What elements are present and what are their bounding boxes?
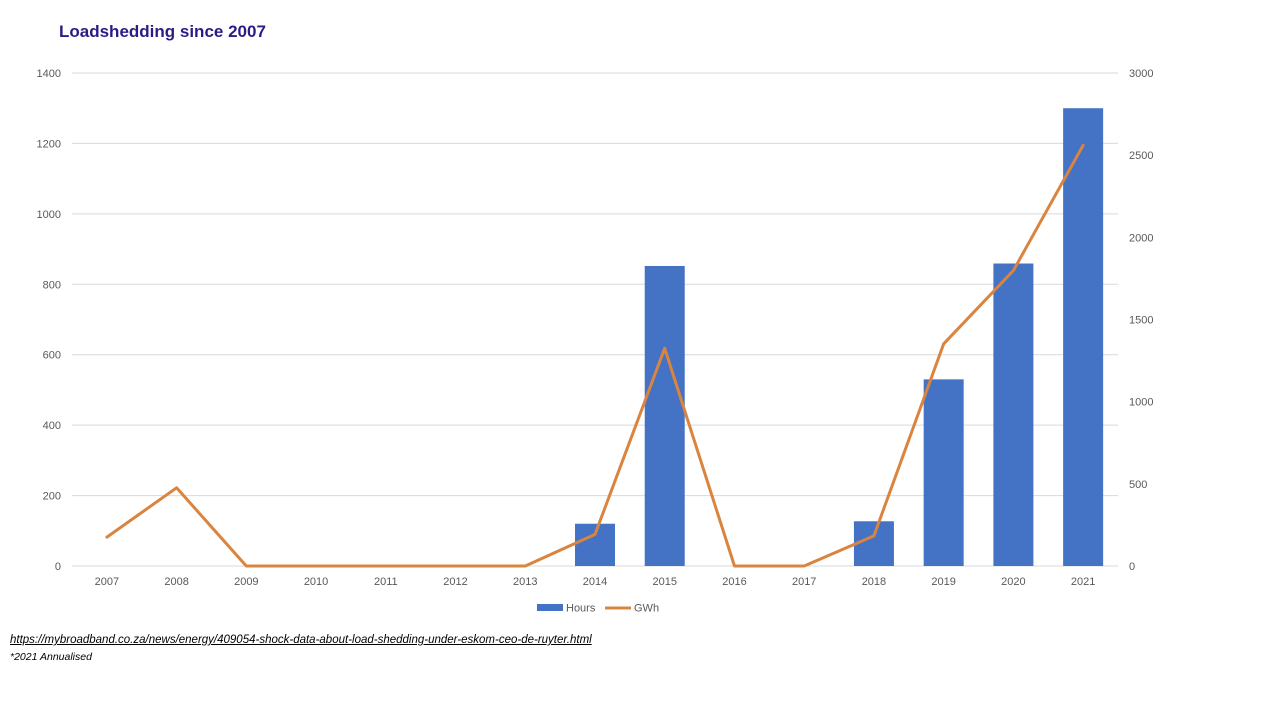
legend-label-hours: Hours (566, 603, 596, 615)
bar-series-hours (575, 108, 1104, 566)
x-tick-label: 2015 (652, 576, 676, 588)
y-left-tick-label: 1400 (37, 68, 61, 80)
axes: 0 200 400 600 800 1000 1200 1400 0 500 1000 1500 200… (37, 68, 1154, 588)
y-right-tick-label: 500 (1129, 479, 1147, 491)
y-right-tick-label: 1000 (1129, 397, 1153, 409)
x-tick-label: 2010 (304, 576, 328, 588)
footnote: *2021 Annualised (10, 651, 92, 663)
x-tick-label: 2021 (1071, 576, 1095, 588)
y-left-tick-label: 0 (55, 561, 61, 573)
bar-hours-2020 (993, 263, 1034, 566)
x-tick-label: 2018 (862, 576, 886, 588)
bar-hours-2015 (644, 265, 685, 566)
y-left-tick-label: 200 (43, 491, 61, 503)
y-right-tick-label: 3000 (1129, 68, 1153, 80)
y-right-tick-label: 0 (1129, 561, 1135, 573)
x-tick-label: 2016 (722, 576, 746, 588)
legend-swatch-hours (537, 604, 563, 611)
x-tick-label: 2017 (792, 576, 816, 588)
legend-label-gwh: GWh (634, 603, 659, 615)
x-tick-label: 2020 (1001, 576, 1025, 588)
x-tick-label: 2012 (443, 576, 467, 588)
x-tick-label: 2019 (931, 576, 955, 588)
y-right-tick-label: 1500 (1129, 315, 1153, 327)
legend: Hours GWh (537, 603, 659, 615)
y-left-tick-label: 600 (43, 350, 61, 362)
bar-hours-2018 (853, 521, 894, 566)
y-left-tick-label: 1000 (37, 209, 61, 221)
x-tick-label: 2008 (164, 576, 188, 588)
x-tick-label: 2011 (374, 576, 398, 588)
x-tick-label: 2009 (234, 576, 258, 588)
bar-hours-2014 (575, 523, 615, 566)
y-left-tick-label: 800 (43, 279, 61, 291)
line-series-gwh (105, 143, 1085, 568)
y-right-tick-label: 2500 (1129, 150, 1153, 162)
x-tick-label: 2013 (513, 576, 537, 588)
y-left-tick-label: 400 (43, 420, 61, 432)
y-left-tick-label: 1200 (37, 138, 61, 150)
y-right-tick-label: 2000 (1129, 232, 1153, 244)
x-tick-label: 2014 (583, 576, 607, 588)
bar-hours-2021 (1063, 108, 1104, 566)
bar-hours-2019 (923, 379, 964, 566)
x-tick-label: 2007 (95, 576, 119, 588)
source-link[interactable]: https://mybroadband.co.za/news/energy/40… (10, 634, 592, 646)
chart-title: Loadshedding since 2007 (59, 22, 266, 41)
